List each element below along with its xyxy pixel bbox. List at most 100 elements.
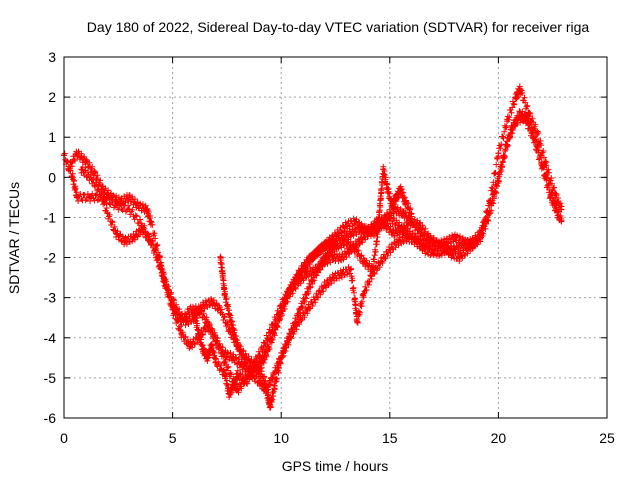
data-point [395,238,402,245]
data-point [375,214,382,221]
data-point [217,254,224,261]
series-track-5 [217,163,415,397]
data-point [65,166,72,173]
data-point [360,290,367,297]
data-point [356,238,363,245]
data-point [354,318,361,325]
chart-title: Day 180 of 2022, Sidereal Day-to-day VTE… [87,19,590,35]
data-point [147,238,154,245]
data-point [182,318,189,325]
data-point [186,306,193,313]
data-point [195,330,202,337]
x-axis-label: GPS time / hours [282,458,389,474]
data-point [221,370,228,377]
data-point [352,246,359,253]
data-point [517,86,524,93]
data-point [178,330,185,337]
data-point [397,186,404,193]
data-point [534,130,541,137]
data-point [230,382,237,389]
data-point [219,270,226,277]
data-point [402,198,409,205]
data-point [399,210,406,217]
data-point [302,294,309,301]
data-point [339,254,346,261]
data-point [495,150,502,157]
data-point [256,378,263,385]
y-tick-label: -3 [44,290,57,306]
data-point [156,262,163,269]
data-point [269,374,276,381]
data-point [252,362,259,369]
x-tick-label: 25 [599,430,615,446]
data-point [321,282,328,289]
data-point [343,222,350,229]
data-point [460,238,467,245]
data-point [82,158,89,165]
data-point [334,242,341,249]
y-tick-label: 3 [48,49,56,65]
data-point [486,210,493,217]
data-point [321,254,328,261]
data-point [200,302,207,309]
data-point [308,254,315,261]
data-point [347,230,354,237]
data-point [200,346,207,353]
data-point [382,222,389,229]
data-point [74,150,81,157]
y-tick-label: -1 [44,209,57,225]
data-point [469,242,476,249]
data-point [95,186,102,193]
data-point [360,258,367,265]
data-point [226,390,233,397]
data-point [234,370,241,377]
data-point [378,258,385,265]
data-point [126,206,133,213]
data-point [399,226,406,233]
data-point [547,194,554,201]
data-point [260,354,267,361]
data-point [328,246,335,253]
data-point [380,166,387,173]
data-point [347,266,354,273]
data-point [408,210,415,217]
y-tick-label: 2 [48,89,56,105]
data-point [230,354,237,361]
series-track-3 [78,110,563,372]
data-point [556,214,563,221]
data-point [530,134,537,141]
data-point [143,206,150,213]
data-point [69,174,76,181]
data-series [61,83,565,411]
y-tick-label: -4 [44,330,57,346]
data-point [317,246,324,253]
data-point [373,238,380,245]
data-point [352,298,359,305]
data-point [213,358,220,365]
data-point [538,162,545,169]
data-point [78,166,85,173]
data-point [241,358,248,365]
data-point [91,170,98,177]
plot-frame [63,56,608,419]
y-tick-label: 1 [48,129,56,145]
data-point [388,202,395,209]
x-tick-label: 10 [273,430,289,446]
data-point [384,186,391,193]
data-point [204,354,211,361]
y-tick-label: 0 [48,169,56,185]
data-point [217,306,224,313]
data-point [365,230,372,237]
data-point [334,230,341,237]
data-point [226,310,233,317]
data-point [276,358,283,365]
data-point [325,238,332,245]
data-point [456,254,463,261]
data-point [393,194,400,201]
data-point [425,234,432,241]
data-point [430,250,437,257]
series-track-4 [191,231,437,411]
data-point [412,238,419,245]
